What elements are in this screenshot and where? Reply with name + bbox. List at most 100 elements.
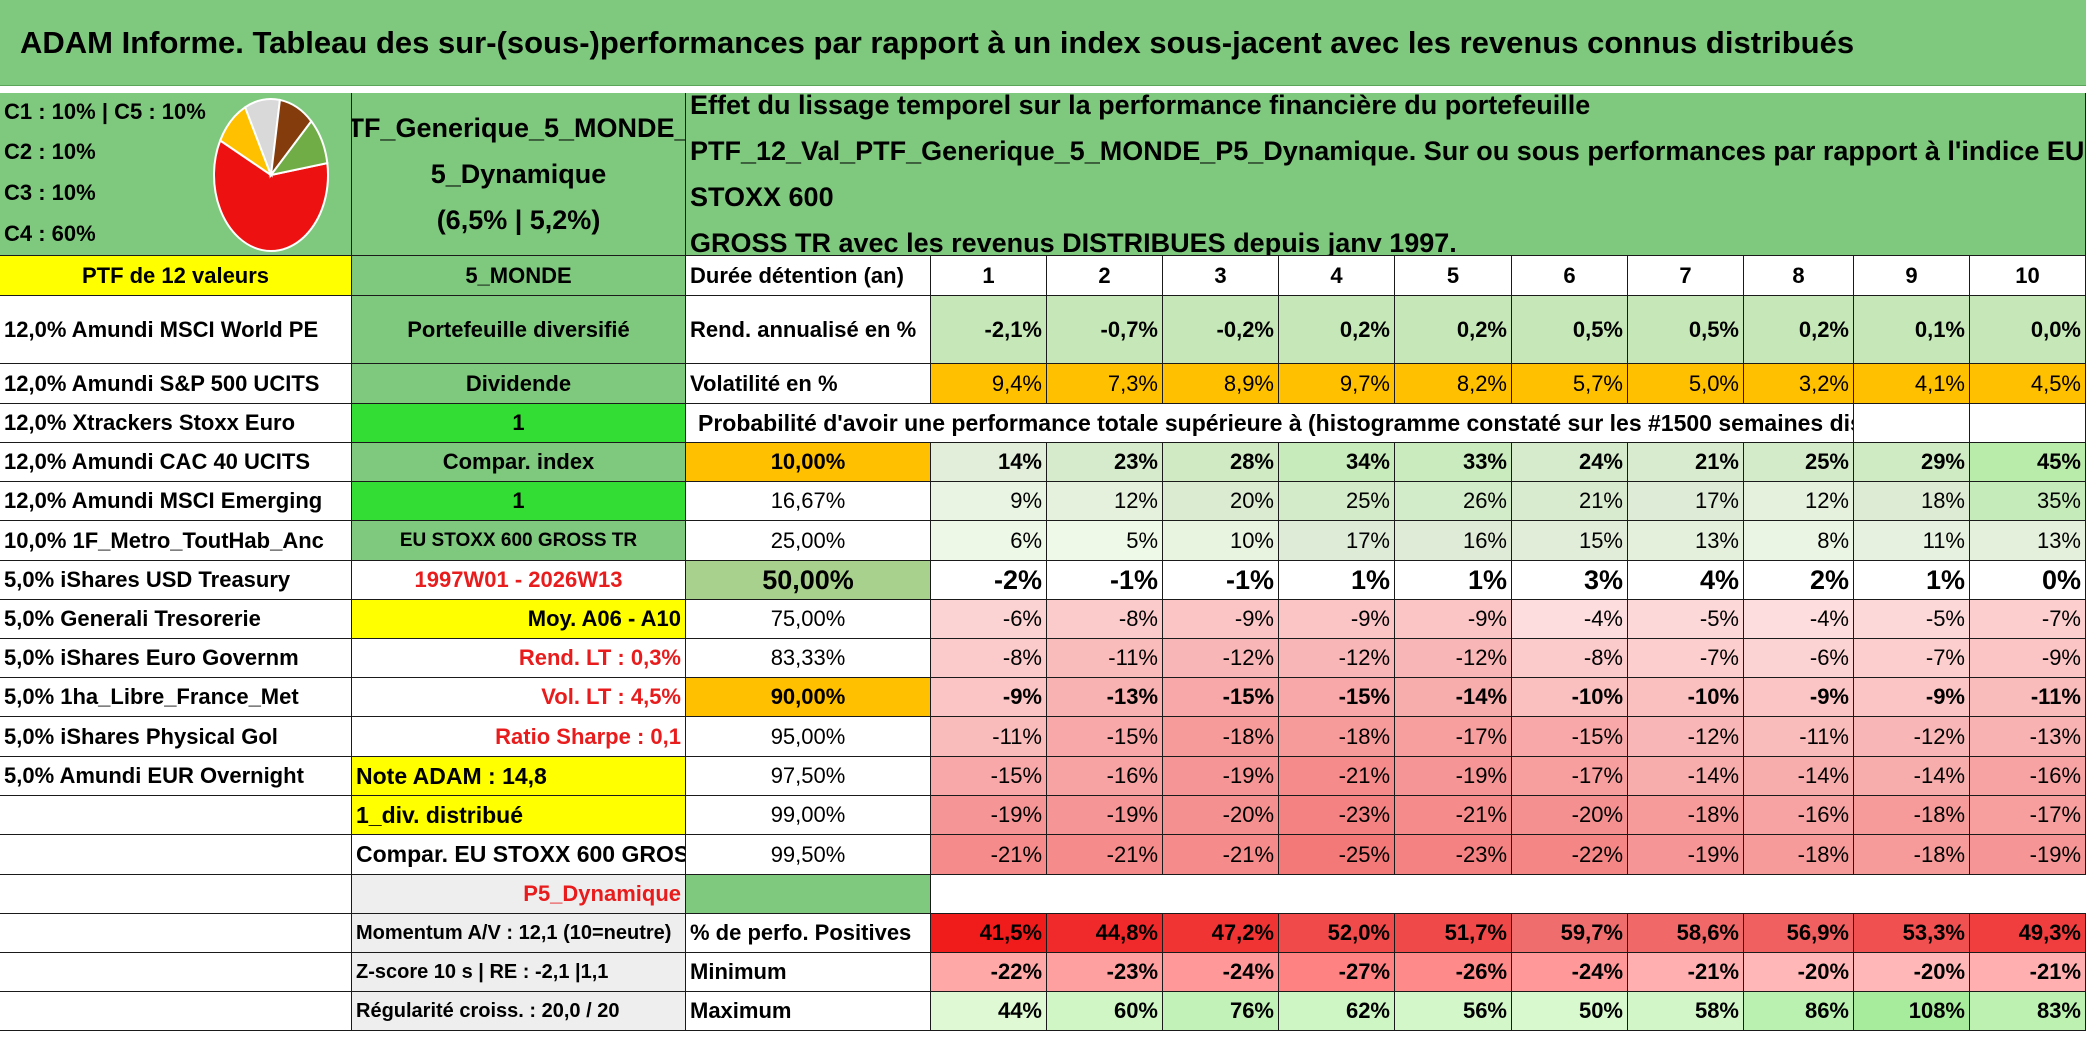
quantile-value: -9%: [1163, 600, 1279, 639]
quantile-value: -18%: [1628, 796, 1744, 835]
quantile-value: -8%: [931, 639, 1047, 678]
quantile-value: 11%: [1854, 521, 1970, 561]
year-header: 4: [1279, 256, 1395, 296]
quantile-value: -11%: [1744, 717, 1854, 757]
quantile-value: -21%: [1163, 835, 1279, 875]
maximum-value: 62%: [1279, 992, 1395, 1031]
quantile-value: -15%: [1163, 678, 1279, 717]
vol-lt: Vol. LT : 4,5%: [352, 678, 686, 717]
empty-cell: [0, 992, 352, 1031]
quantile-value: -25%: [1279, 835, 1395, 875]
positive-pct-value: 47,2%: [1163, 914, 1279, 953]
dividend-label: Dividende: [352, 364, 686, 404]
profile-label: P5_Dynamique: [352, 875, 686, 914]
vol-value: 9,7%: [1279, 364, 1395, 404]
quantile-value: -19%: [1163, 757, 1279, 796]
quantile-value: 23%: [1047, 443, 1163, 482]
quantile-value: -20%: [1163, 796, 1279, 835]
duration-label: Durée détention (an): [686, 256, 931, 296]
vol-value: 8,2%: [1395, 364, 1512, 404]
quantile-value: -21%: [1395, 796, 1512, 835]
empty-cell: [1854, 404, 1970, 443]
report-title: ADAM Informe. Tableau des sur-(sous-)per…: [0, 0, 2086, 86]
quantile-value: -21%: [1047, 835, 1163, 875]
quantile-value: -19%: [1628, 835, 1744, 875]
legend-c3: C3 : 10%: [4, 180, 96, 205]
quantile-value: -5%: [1628, 600, 1744, 639]
minimum-value: -20%: [1854, 953, 1970, 992]
quantile-value: 5%: [1047, 521, 1163, 561]
quantile-value: -12%: [1628, 717, 1744, 757]
maximum-value: 44%: [931, 992, 1047, 1031]
rend-value: 0,2%: [1744, 296, 1854, 364]
quantile-value: 21%: [1512, 482, 1628, 521]
quantile-value: -10%: [1628, 678, 1744, 717]
quantile-value: 13%: [1970, 521, 2086, 561]
adam-note: Note ADAM : 14,8: [352, 757, 686, 796]
quantile-value: -8%: [1512, 639, 1628, 678]
quantile-label: 10,00%: [686, 443, 931, 482]
vol-value: 4,5%: [1970, 364, 2086, 404]
vol-value: 5,0%: [1628, 364, 1744, 404]
rend-value: 0,1%: [1854, 296, 1970, 364]
quantile-label: 90,00%: [686, 678, 931, 717]
min-label: Minimum: [686, 953, 931, 992]
quantile-value: 9%: [931, 482, 1047, 521]
holding-row: 12,0% Xtrackers Stoxx Euro: [0, 404, 352, 443]
quantile-value: 14%: [931, 443, 1047, 482]
zscore: Z-score 10 s | RE : -2,1 |1,1: [352, 953, 686, 992]
maximum-value: 76%: [1163, 992, 1279, 1031]
max-label: Maximum: [686, 992, 931, 1031]
vol-value: 9,4%: [931, 364, 1047, 404]
quantile-value: -8%: [1047, 600, 1163, 639]
positive-pct-value: 44,8%: [1047, 914, 1163, 953]
quantile-value: 3%: [1512, 561, 1628, 600]
quantile-value: -11%: [1970, 678, 2086, 717]
positive-pct-value: 59,7%: [1512, 914, 1628, 953]
quantile-value: 26%: [1395, 482, 1512, 521]
rend-value: 0,5%: [1512, 296, 1628, 364]
pie-slice-c4: [213, 138, 329, 252]
quantile-value: 8%: [1744, 521, 1854, 561]
portfolio-name-line3: (6,5% | 5,2%): [436, 205, 601, 235]
quantile-value: -17%: [1395, 717, 1512, 757]
quantile-value: -11%: [1047, 639, 1163, 678]
quantile-value: 1%: [1854, 561, 1970, 600]
year-header: 10: [1970, 256, 2086, 296]
vol-value: 3,2%: [1744, 364, 1854, 404]
quantile-value: -13%: [1047, 678, 1163, 717]
quantile-value: -18%: [1744, 835, 1854, 875]
quantile-value: -16%: [1744, 796, 1854, 835]
holding-row: 12,0% Amundi CAC 40 UCITS: [0, 443, 352, 482]
holding-row: 10,0% 1F_Metro_ToutHab_Anc: [0, 521, 352, 561]
minimum-value: -21%: [1970, 953, 2086, 992]
rend-value: -0,2%: [1163, 296, 1279, 364]
quantile-value: -1%: [1047, 561, 1163, 600]
year-header: 9: [1854, 256, 1970, 296]
quantile-value: 6%: [931, 521, 1047, 561]
maximum-value: 60%: [1047, 992, 1163, 1031]
minimum-value: -23%: [1047, 953, 1163, 992]
quantile-value: 12%: [1047, 482, 1163, 521]
empty-cell: [0, 835, 352, 875]
positive-pct-value: 58,6%: [1628, 914, 1744, 953]
rend-value: -0,7%: [1047, 296, 1163, 364]
legend-c2: C2 : 10%: [4, 139, 96, 164]
quantile-value: 45%: [1970, 443, 2086, 482]
quantile-value: -4%: [1744, 600, 1854, 639]
portfolio-count: PTF de 12 valeurs: [0, 256, 352, 296]
index-name: EU STOXX 600 GROSS TR: [352, 521, 686, 561]
rend-value: 0,2%: [1395, 296, 1512, 364]
quantile-value: -11%: [931, 717, 1047, 757]
legend-c1-c5: C1 : 10% | C5 : 10%: [4, 99, 206, 124]
minimum-value: -21%: [1628, 953, 1744, 992]
quantile-value: -16%: [1970, 757, 2086, 796]
quantile-value: -19%: [931, 796, 1047, 835]
quantile-value: -1%: [1163, 561, 1279, 600]
quantile-value: -9%: [1970, 639, 2086, 678]
quantile-label: 99,50%: [686, 835, 931, 875]
vol-label: Volatilité en %: [686, 364, 931, 404]
positive-pct-value: 41,5%: [931, 914, 1047, 953]
vol-value: 4,1%: [1854, 364, 1970, 404]
quantile-value: -9%: [1395, 600, 1512, 639]
